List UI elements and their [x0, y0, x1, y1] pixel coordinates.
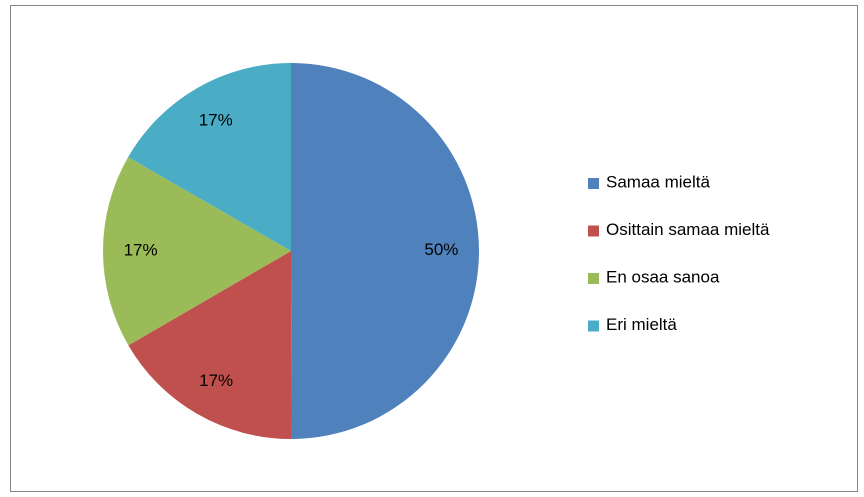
legend-label: Eri mieltä [606, 315, 677, 334]
data-label: 17% [199, 110, 233, 129]
data-label: 17% [199, 371, 233, 390]
legend-label: Samaa mieltä [606, 172, 710, 191]
data-label: 50% [424, 240, 458, 259]
data-label: 17% [124, 241, 158, 260]
pie-slice [128, 63, 291, 251]
legend-label: Osittain samaa mieltä [606, 220, 770, 239]
legend-swatch [588, 273, 599, 284]
pie-slice [102, 157, 291, 346]
legend-swatch [588, 178, 599, 189]
pie-slice [291, 63, 479, 439]
legend-swatch [588, 320, 599, 332]
legend-label: En osaa sanoa [606, 267, 720, 286]
pie-slice [128, 251, 292, 440]
legend-swatch [588, 225, 599, 237]
